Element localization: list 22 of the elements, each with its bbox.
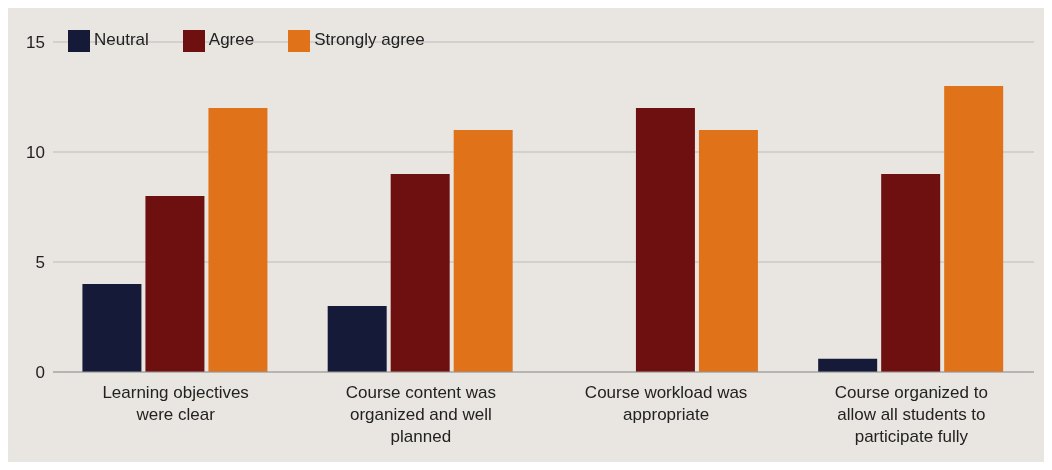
- x-tick-label: Course organized to allow all students to participate fully: [834, 383, 988, 446]
- bar: [698, 130, 758, 372]
- bar: [944, 86, 1004, 372]
- y-tick-label: 0: [35, 363, 45, 383]
- bar: [453, 130, 513, 372]
- bar: [145, 196, 205, 372]
- bar: [818, 358, 878, 372]
- y-tick-label: 10: [26, 143, 45, 163]
- bar: [327, 306, 387, 372]
- legend-label: Agree: [208, 30, 255, 50]
- bar: [881, 174, 941, 372]
- x-tick-label: Course content was organized and well planned: [345, 383, 496, 446]
- bar: [390, 174, 450, 372]
- bar: [82, 284, 142, 372]
- y-tick-label: 5: [35, 253, 45, 273]
- x-tick-label: Learning objectives were clear: [102, 383, 249, 424]
- bar: [635, 108, 695, 372]
- x-tick-label: Course workload was appropriate: [584, 383, 748, 424]
- bar: [208, 108, 268, 372]
- legend-label: Neutral: [94, 30, 149, 50]
- y-tick-label: 15: [26, 33, 45, 53]
- legend-label: Strongly agree: [314, 30, 425, 50]
